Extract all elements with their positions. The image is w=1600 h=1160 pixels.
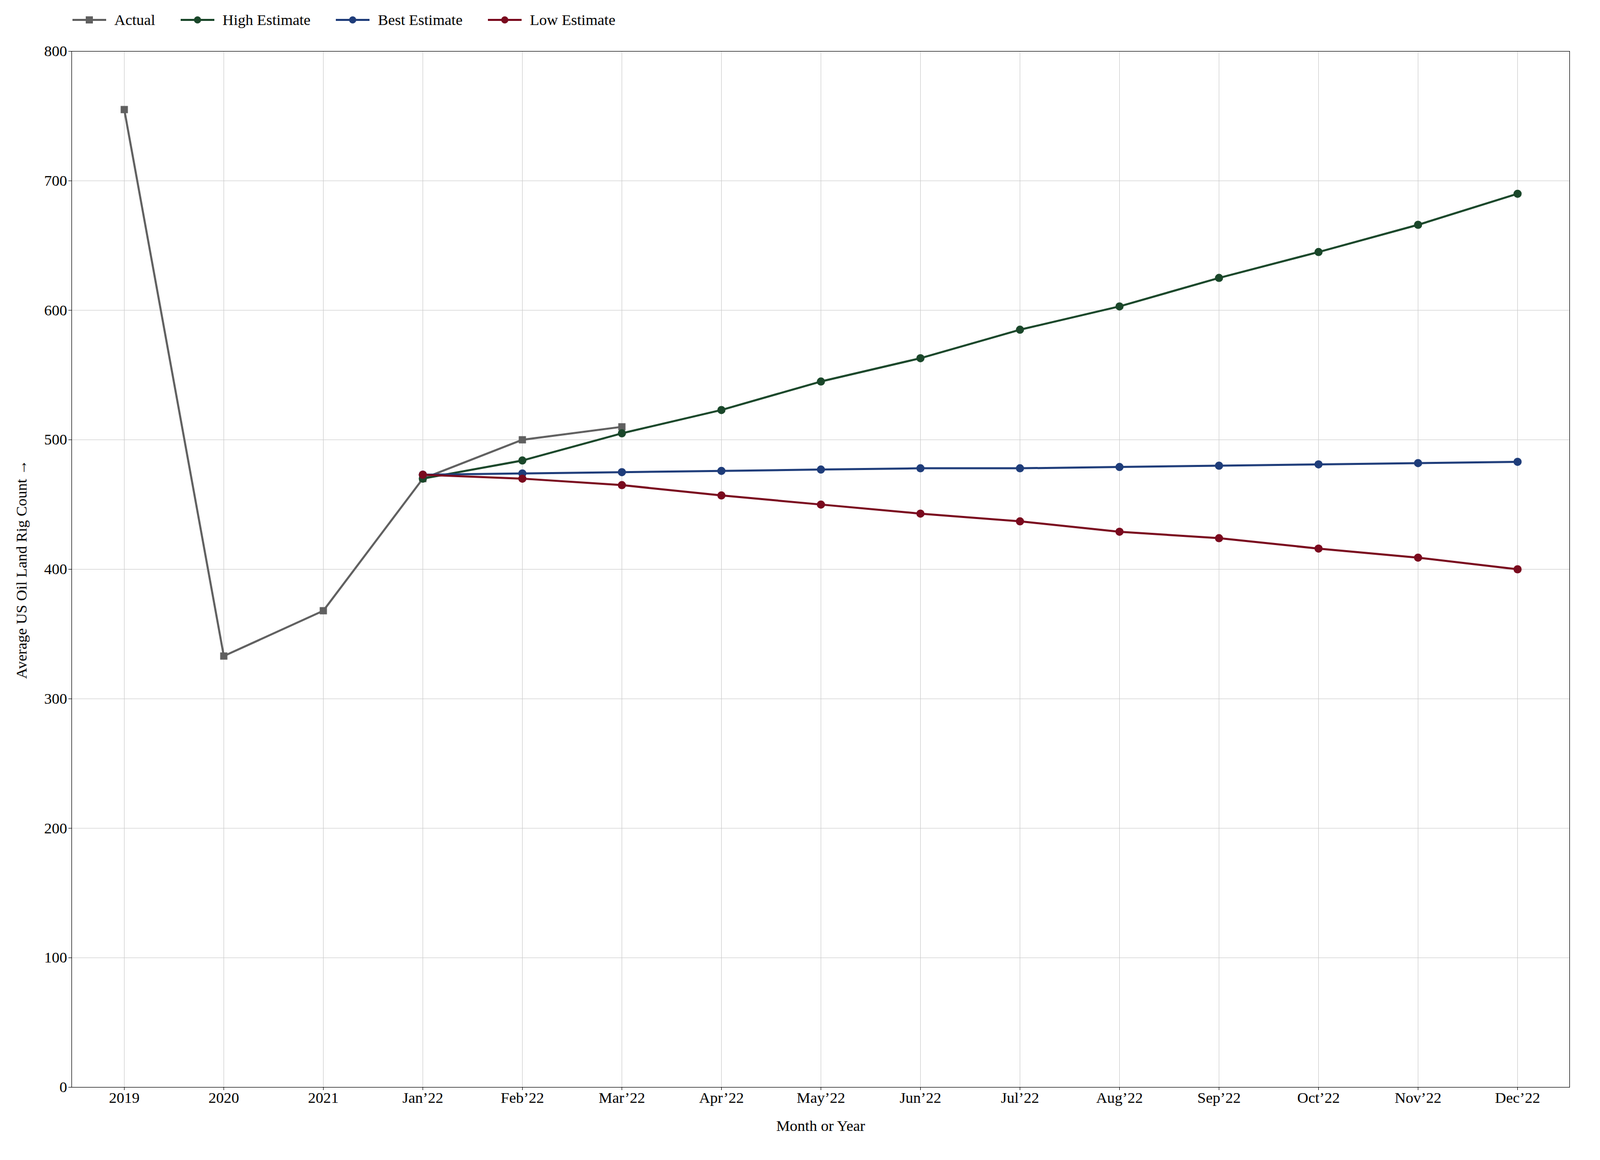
svg-text:Sep’22: Sep’22 bbox=[1197, 1089, 1241, 1106]
html-text:Best Estimate: Best Estimate bbox=[377, 11, 463, 29]
svg-text:Feb’22: Feb’22 bbox=[500, 1089, 545, 1106]
svg-text:Mar’22: Mar’22 bbox=[598, 1089, 646, 1106]
svg-text:Aug’22: Aug’22 bbox=[1096, 1089, 1144, 1106]
svg-text:Apr’22: Apr’22 bbox=[699, 1089, 745, 1106]
svg-text:Nov’22: Nov’22 bbox=[1394, 1089, 1442, 1106]
svg-text:May’22: May’22 bbox=[796, 1089, 846, 1106]
svg-text:Month or Year: Month or Year bbox=[776, 1117, 866, 1135]
svg-text:0: 0 bbox=[59, 1078, 68, 1096]
svg-text:400: 400 bbox=[44, 560, 68, 578]
svg-text:800: 800 bbox=[44, 42, 68, 60]
html-text:Actual: Actual bbox=[114, 11, 156, 29]
svg-text:500: 500 bbox=[44, 430, 68, 448]
svg-text:Jan’22: Jan’22 bbox=[402, 1089, 444, 1106]
svg-text:Jul’22: Jul’22 bbox=[1000, 1089, 1040, 1106]
svg-text:200: 200 bbox=[44, 819, 68, 837]
svg-text:2019: 2019 bbox=[109, 1089, 140, 1106]
svg-text:Dec’22: Dec’22 bbox=[1494, 1089, 1540, 1106]
svg-text:Jun’22: Jun’22 bbox=[899, 1089, 942, 1106]
html-text:High Estimate: High Estimate bbox=[222, 11, 311, 29]
svg-text:100: 100 bbox=[44, 948, 68, 966]
html-text:Low Estimate: Low Estimate bbox=[529, 11, 616, 29]
svg-text:300: 300 bbox=[44, 690, 68, 707]
svg-text:700: 700 bbox=[44, 171, 68, 189]
svg-text:Average US Oil Land Rig Count: Average US Oil Land Rig Count → bbox=[12, 459, 30, 679]
svg-text:Oct’22: Oct’22 bbox=[1297, 1089, 1340, 1106]
svg-text:2021: 2021 bbox=[308, 1089, 339, 1106]
svg-text:600: 600 bbox=[44, 301, 68, 319]
svg-text:2020: 2020 bbox=[208, 1089, 240, 1106]
